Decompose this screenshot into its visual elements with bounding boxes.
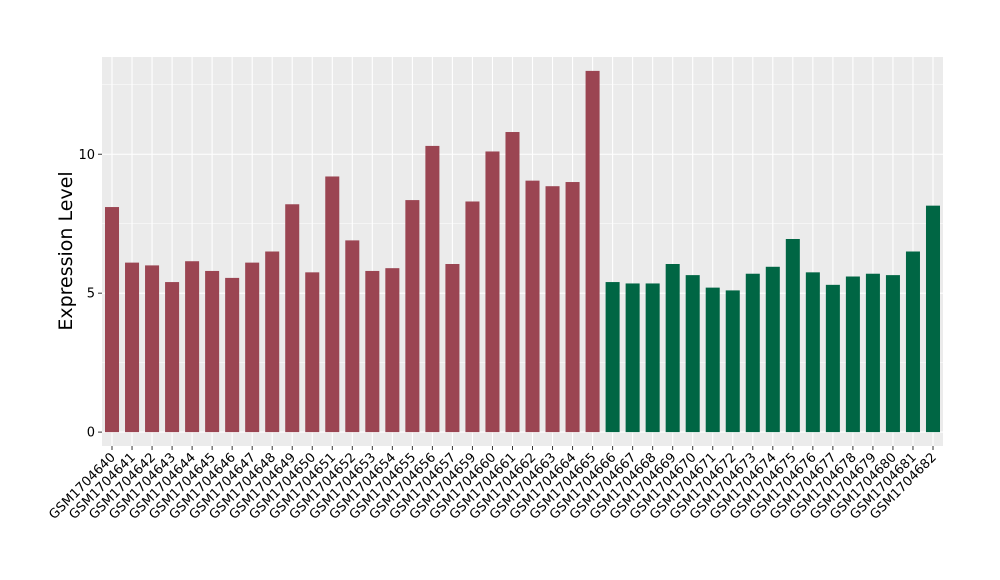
bar-GSM1704682: [925, 205, 940, 433]
y-axis: 0 5 10: [78, 148, 102, 441]
bar-GSM1704647: [245, 262, 260, 433]
bar-GSM1704657: [445, 264, 460, 433]
bar-GSM1704661: [505, 132, 520, 433]
y-tick-label: 10: [78, 148, 95, 163]
bar-GSM1704654: [385, 268, 400, 433]
bar-GSM1704652: [345, 240, 360, 433]
bar-GSM1704667: [625, 283, 640, 433]
bars: [105, 70, 940, 433]
bar-GSM1704679: [865, 273, 880, 433]
bar-GSM1704674: [765, 266, 780, 433]
bar-GSM1704659: [465, 201, 480, 433]
bar-GSM1704641: [125, 262, 140, 433]
bar-GSM1704660: [485, 151, 500, 433]
bar-GSM1704643: [165, 282, 180, 433]
x-axis: GSM1704640GSM1704641GSM1704642GSM1704643…: [46, 446, 940, 523]
bar-GSM1704651: [325, 176, 340, 433]
bar-GSM1704681: [905, 251, 920, 433]
bar-GSM1704680: [885, 275, 900, 433]
bar-GSM1704665: [585, 70, 600, 433]
bar-GSM1704662: [525, 180, 540, 433]
bar-GSM1704671: [705, 287, 720, 433]
bar-GSM1704645: [205, 270, 220, 433]
bar-GSM1704669: [665, 264, 680, 433]
bar-GSM1704675: [785, 238, 800, 433]
bar-GSM1704666: [605, 282, 620, 433]
bar-GSM1704655: [405, 200, 420, 433]
bar-GSM1704668: [645, 283, 660, 433]
bar-GSM1704656: [425, 145, 440, 433]
bar-GSM1704677: [825, 284, 840, 433]
bar-GSM1704672: [725, 290, 740, 433]
bar-GSM1704670: [685, 275, 700, 433]
plot-panel: [102, 57, 943, 446]
bar-GSM1704642: [145, 265, 160, 433]
bar-GSM1704673: [745, 273, 760, 433]
y-axis-title: Expression Level: [55, 171, 77, 330]
bar-GSM1704653: [365, 270, 380, 433]
bar-GSM1704676: [805, 272, 820, 433]
y-tick-label: 0: [87, 426, 95, 441]
bar-GSM1704648: [265, 251, 280, 433]
bar-GSM1704646: [225, 277, 240, 433]
bar-GSM1704650: [305, 272, 320, 433]
bar-GSM1704649: [285, 204, 300, 433]
bar-GSM1704663: [545, 186, 560, 433]
bar-GSM1704640: [105, 207, 120, 433]
bar-GSM1704644: [185, 261, 200, 433]
bar-GSM1704678: [845, 276, 860, 433]
y-tick-label: 5: [87, 287, 95, 302]
bar-GSM1704664: [565, 182, 580, 433]
